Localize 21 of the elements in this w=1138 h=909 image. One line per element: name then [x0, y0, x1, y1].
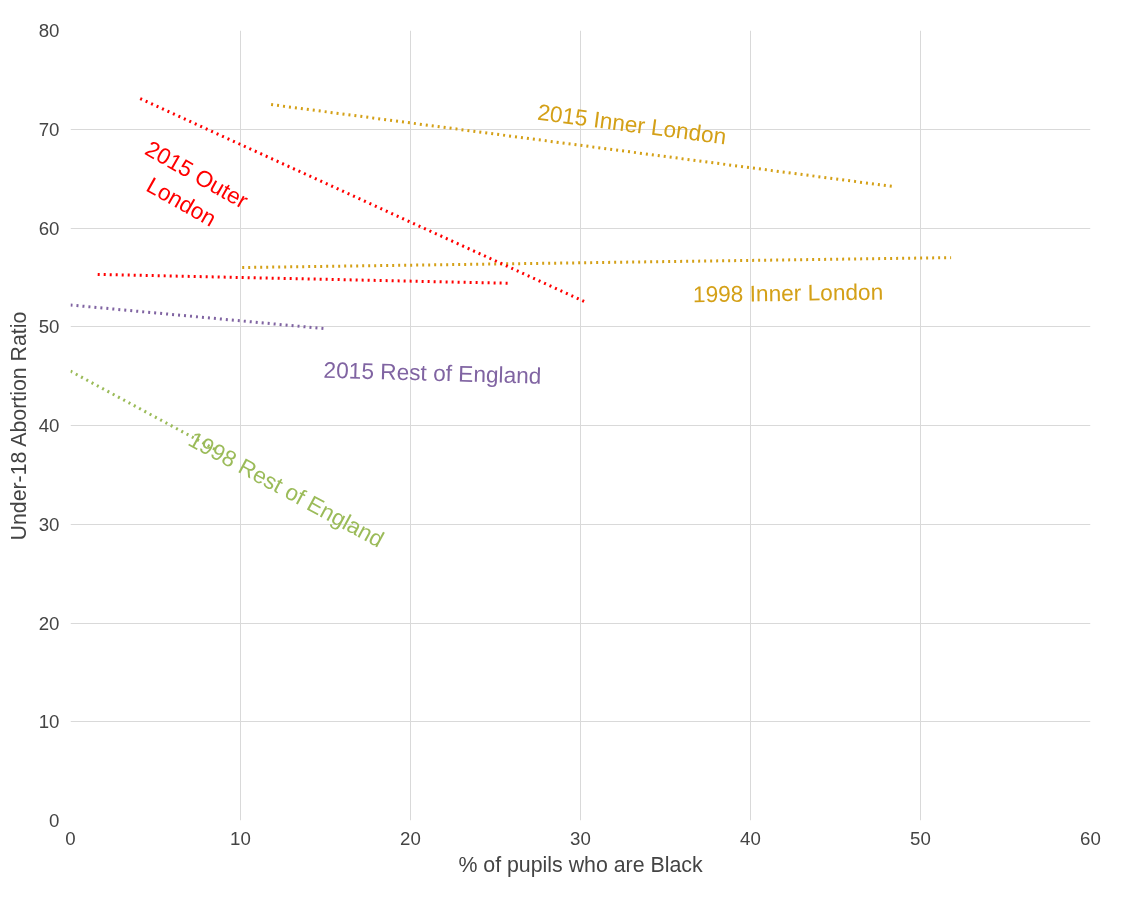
y-tick-label: 50	[38, 316, 60, 338]
y-tick-label: 60	[38, 217, 60, 239]
x-tick-label: 20	[400, 827, 421, 849]
series-label: 1998 Inner London	[692, 278, 884, 308]
series-label: 2015 Rest of England	[323, 356, 542, 389]
y-axis-title: Under-18 Abortion Ratio	[6, 311, 31, 541]
x-tick-label: 40	[740, 827, 761, 849]
y-tick-label: 40	[38, 415, 60, 436]
x-tick-label: 30	[570, 827, 591, 849]
x-tick-label: 60	[1080, 827, 1101, 849]
x-tick-label: 0	[65, 827, 76, 849]
y-tick-label: 0	[49, 810, 60, 831]
y-tick-label: 10	[38, 711, 60, 733]
y-tick-label: 80	[38, 20, 60, 41]
y-tick-label: 70	[38, 118, 60, 140]
x-tick-label: 10	[230, 827, 251, 849]
y-tick-label: 20	[38, 612, 60, 634]
x-axis-title: % of pupils who are Black	[458, 852, 703, 877]
x-tick-label: 50	[910, 827, 931, 849]
y-tick-label: 30	[38, 513, 60, 535]
text: 2015 Inner London	[535, 98, 728, 150]
